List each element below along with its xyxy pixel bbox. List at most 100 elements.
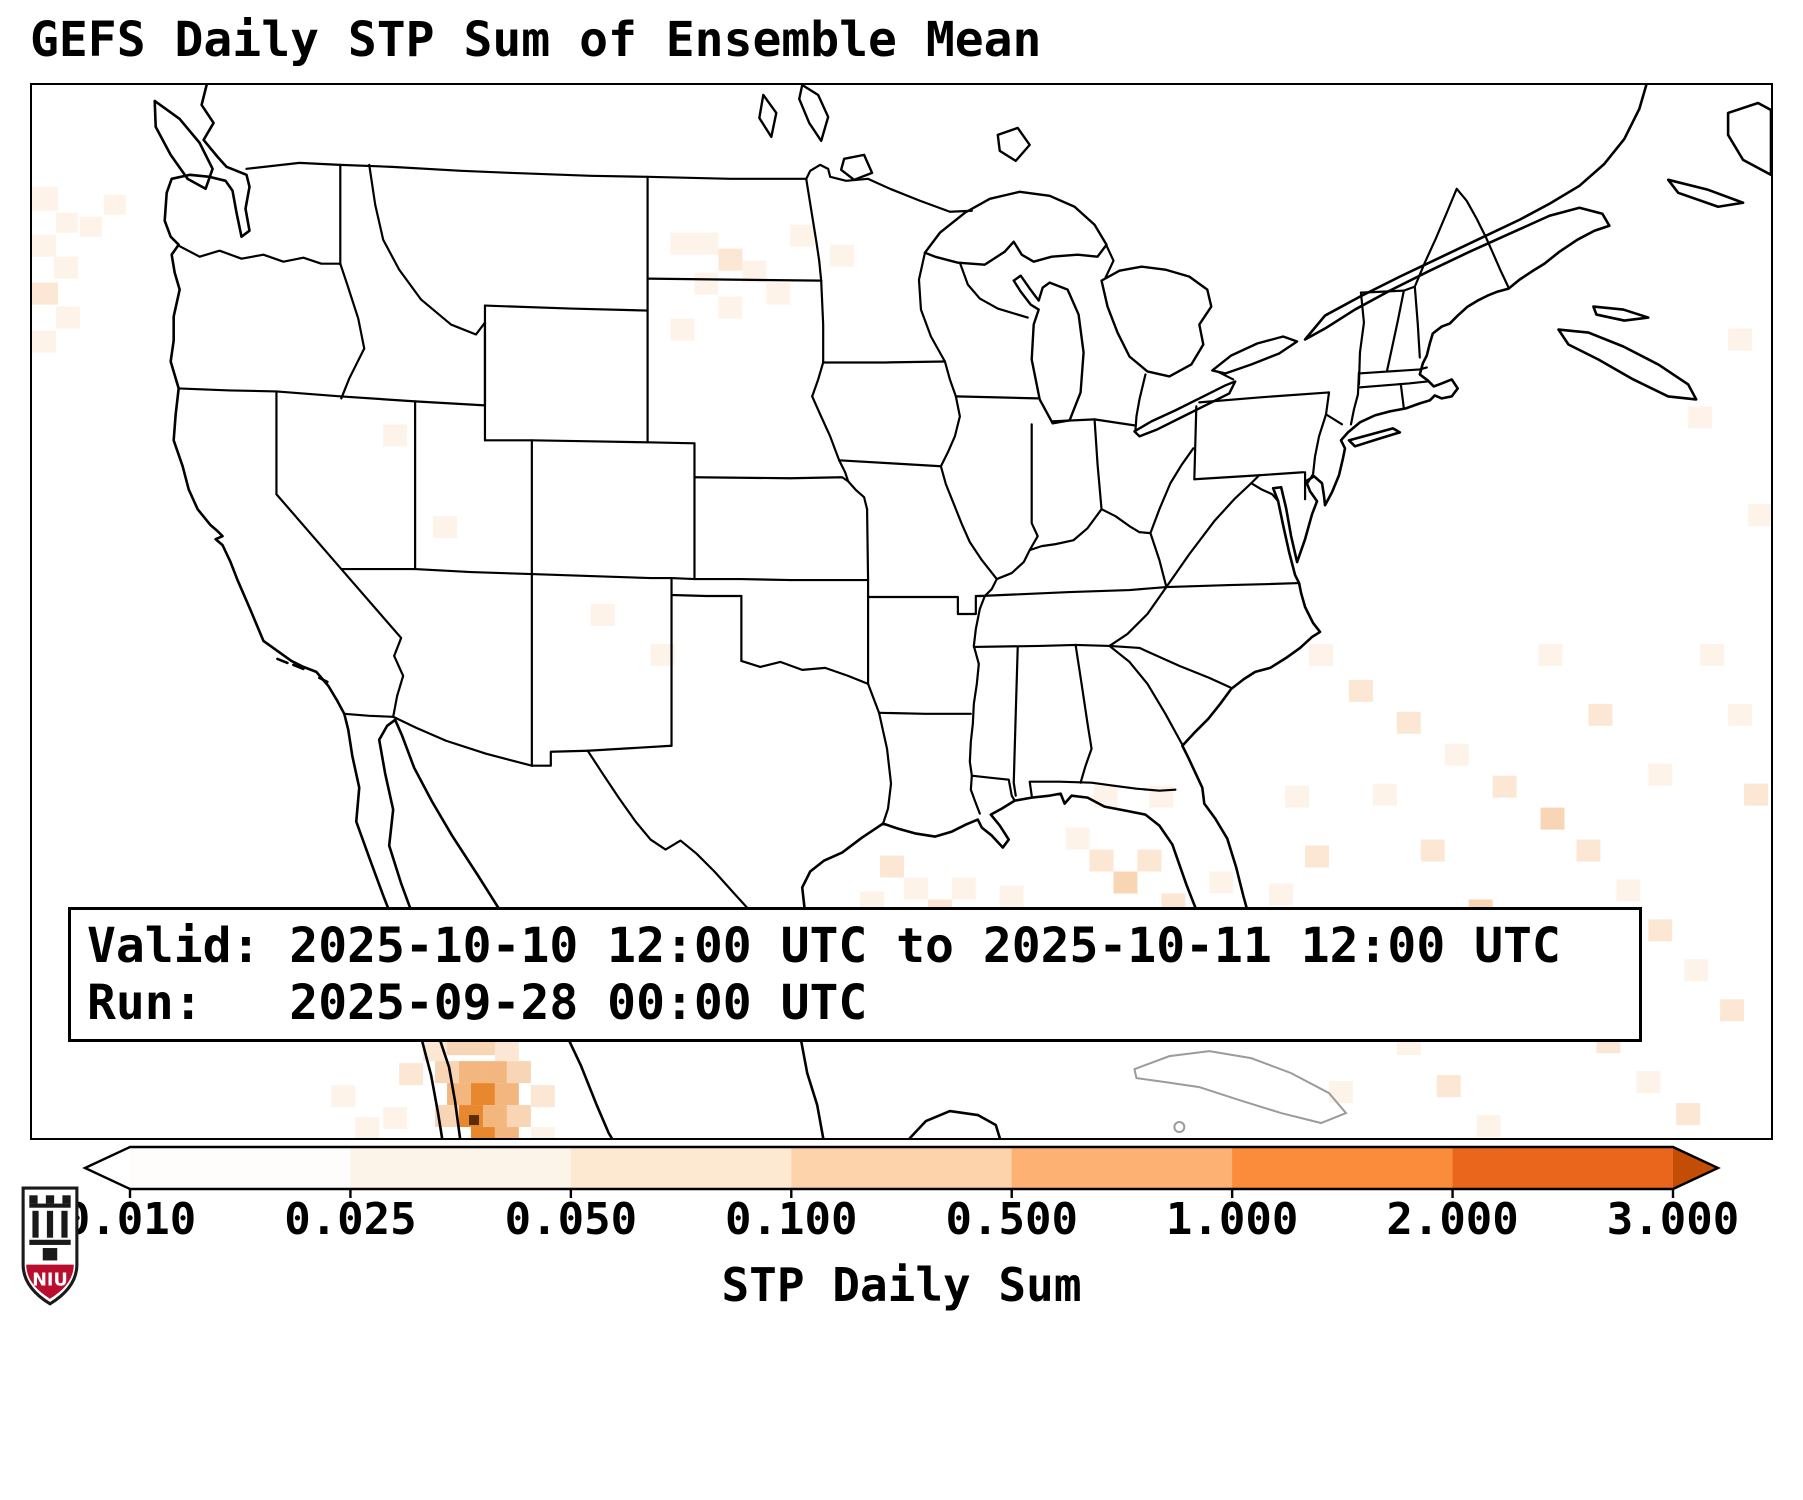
newfoundland-corner bbox=[1726, 101, 1771, 177]
stp-cell bbox=[590, 604, 615, 626]
stp-cell bbox=[1684, 959, 1709, 982]
stp-cell bbox=[1444, 743, 1469, 766]
stp-cell bbox=[482, 1105, 507, 1128]
stp-cell bbox=[55, 212, 78, 233]
stp-cell bbox=[55, 306, 80, 329]
cuba-outline bbox=[1133, 1050, 1348, 1125]
stp-cell bbox=[1137, 849, 1162, 872]
isla-juventud bbox=[1173, 1121, 1186, 1134]
stp-cell bbox=[399, 1063, 424, 1086]
stp-cell bbox=[470, 1127, 495, 1138]
stp-cell bbox=[1372, 783, 1397, 806]
canada-45n-ne bbox=[1359, 285, 1416, 294]
stp-cell bbox=[670, 318, 695, 341]
stp-cell bbox=[53, 256, 78, 279]
stp-cell bbox=[1748, 504, 1771, 527]
stp-cell bbox=[1089, 849, 1114, 872]
va-nc bbox=[1165, 581, 1301, 589]
line-41n bbox=[483, 439, 696, 445]
tx-32n bbox=[586, 744, 673, 752]
stp-cell bbox=[32, 234, 56, 257]
colorbar-segment bbox=[350, 1147, 572, 1189]
niagara-river bbox=[1218, 371, 1235, 381]
ca-nv-colorado-river bbox=[275, 390, 405, 718]
colorbar-tick-label: 0.050 bbox=[504, 1194, 638, 1245]
la-ms-31n bbox=[970, 774, 1016, 802]
stp-cell bbox=[1065, 827, 1090, 850]
stp-cell bbox=[1396, 711, 1421, 734]
potomac bbox=[1250, 474, 1280, 503]
missouri-river bbox=[811, 395, 869, 511]
stp-cell bbox=[1540, 807, 1565, 830]
stp-cell bbox=[1538, 643, 1563, 666]
stp-cell bbox=[694, 232, 719, 255]
nj-ny bbox=[1324, 413, 1344, 426]
stp-cell bbox=[694, 272, 719, 295]
stp-cell bbox=[1576, 839, 1601, 862]
border-nm-mexico bbox=[530, 749, 589, 767]
lake-nipigon bbox=[996, 126, 1031, 163]
stp-cell bbox=[433, 516, 458, 539]
valid-range-text: Valid: 2025-10-10 12:00 UTC to 2025-10-1… bbox=[87, 918, 1561, 974]
id-mt bbox=[368, 163, 487, 336]
ne-ks-40n bbox=[693, 476, 850, 483]
stp-cell bbox=[1588, 703, 1613, 726]
lake-michigan bbox=[1012, 274, 1085, 425]
castle-icon bbox=[29, 1195, 71, 1261]
stp-cell bbox=[670, 232, 695, 255]
stp-cell bbox=[506, 1105, 531, 1128]
stp-cell bbox=[32, 186, 58, 211]
stp-cell bbox=[1616, 879, 1641, 902]
colorbar-under-arrow bbox=[85, 1147, 130, 1189]
channel-islands bbox=[276, 657, 329, 684]
stp-cell bbox=[331, 1085, 356, 1108]
stp-cell bbox=[32, 282, 58, 305]
stp-cell bbox=[1648, 763, 1673, 786]
colorbar-segment bbox=[1232, 1147, 1454, 1189]
wv-va bbox=[1165, 482, 1253, 589]
stp-cell bbox=[494, 1083, 519, 1106]
colorbar-segment bbox=[130, 1147, 351, 1189]
ri-ct bbox=[1399, 383, 1405, 410]
prince-edward-island bbox=[1592, 305, 1650, 322]
lake-of-the-woods bbox=[839, 153, 874, 182]
stp-cell bbox=[1209, 871, 1234, 894]
ny-vt bbox=[1357, 291, 1366, 386]
gulf-atlantic-coast bbox=[800, 85, 1648, 982]
vt-nh bbox=[1385, 289, 1405, 373]
niu-letters: NIU bbox=[32, 1270, 67, 1290]
stp-cell bbox=[1420, 839, 1445, 862]
colorbar-tick-marks bbox=[128, 1189, 1675, 1198]
colorbar-segment bbox=[570, 1147, 792, 1189]
line-37n bbox=[340, 567, 870, 582]
wa-or bbox=[177, 244, 342, 265]
mo-ar-bootheel bbox=[866, 594, 983, 616]
stp-cell bbox=[1309, 643, 1334, 666]
ky-va bbox=[1149, 532, 1168, 589]
stp-cell bbox=[1269, 883, 1294, 906]
stp-cell bbox=[1648, 919, 1673, 942]
me-canada bbox=[1413, 187, 1510, 289]
colorbar-tick-label: 0.100 bbox=[725, 1194, 858, 1245]
stp-cell bbox=[383, 1107, 408, 1130]
stp-cell bbox=[435, 1061, 460, 1084]
nova-scotia bbox=[1557, 328, 1698, 401]
lake-superior bbox=[923, 190, 1108, 266]
nc-sc bbox=[1108, 644, 1233, 689]
stp-cell bbox=[482, 1061, 507, 1084]
figure-title: GEFS Daily STP Sum of Ensemble Mean bbox=[30, 12, 1042, 68]
mn-ia bbox=[822, 360, 946, 364]
tn-south-35n bbox=[972, 643, 1111, 649]
ar-la-33n bbox=[877, 711, 972, 715]
delaware-river bbox=[1306, 391, 1331, 484]
ohio-river bbox=[995, 447, 1195, 581]
stp-cell bbox=[903, 877, 928, 900]
colorbar-segment bbox=[1452, 1147, 1674, 1189]
stp-cell bbox=[459, 1061, 483, 1084]
stp-cell bbox=[435, 1105, 460, 1128]
lake-huron bbox=[1100, 265, 1213, 378]
mason-dixon bbox=[1193, 471, 1305, 481]
stp-cell bbox=[999, 885, 1024, 908]
run-time-text: Run: 2025-09-28 00:00 UTC bbox=[87, 974, 868, 1031]
colorbar-tick-label: 0.500 bbox=[945, 1194, 1078, 1245]
